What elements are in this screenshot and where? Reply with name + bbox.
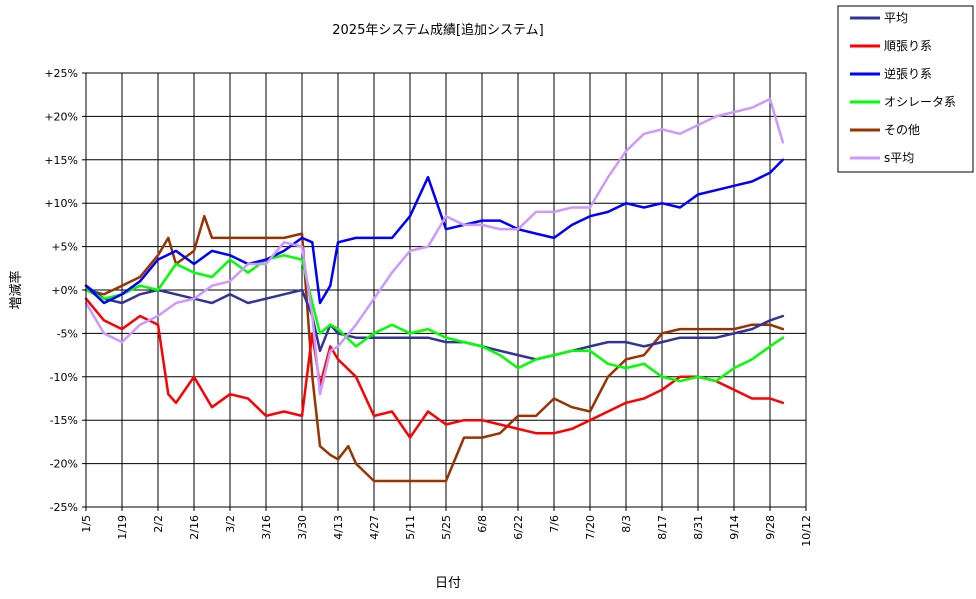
x-axis: 1/5 1/19 2/2 2/16 3/2 3/16 3/30 4/13 4/27 5/11 5/2… [80, 507, 813, 547]
x-tick-label: 1/5 [80, 515, 93, 533]
y-tick-label: +10% [44, 197, 78, 210]
legend-label: 順張り系 [884, 39, 932, 53]
series-line-series-5 [84, 214, 785, 483]
series-line-series-1 [84, 284, 785, 361]
legend-box [837, 5, 974, 173]
y-axis: +25% +20% +15% +10% +5% +0% -5% -10% -15% -20% -25… [44, 67, 86, 514]
legend-label: その他 [884, 123, 920, 137]
x-tick-label: 2/16 [188, 515, 201, 540]
gridlines [85, 72, 807, 508]
x-tick-label: 1/19 [116, 515, 129, 540]
x-axis-label: 日付 [435, 576, 461, 591]
legend-label: s平均 [884, 151, 914, 165]
legend-label: 平均 [884, 11, 908, 25]
x-tick-label: 9/14 [728, 515, 741, 540]
y-tick-label: -25% [50, 501, 78, 514]
y-axis-label: 増減率 [8, 270, 24, 309]
series-line-series-3 [84, 158, 785, 305]
x-tick-label: 9/28 [764, 515, 777, 540]
x-tick-label: 10/12 [800, 515, 813, 547]
y-tick-label: +20% [44, 110, 78, 123]
y-tick-label: +15% [44, 154, 78, 167]
y-tick-label: +5% [51, 241, 78, 254]
plot-area [84, 72, 807, 508]
x-tick-label: 8/31 [692, 515, 705, 540]
y-tick-label: -15% [50, 414, 78, 427]
x-tick-label: 7/6 [548, 515, 561, 533]
x-tick-label: 6/8 [476, 515, 489, 533]
y-tick-label: -20% [50, 458, 78, 471]
x-tick-label: 8/17 [656, 515, 669, 540]
x-tick-label: 6/22 [512, 515, 525, 540]
legend-label: 逆張り系 [884, 66, 932, 81]
y-tick-label: +25% [44, 67, 78, 80]
y-tick-label: -10% [50, 371, 78, 384]
x-tick-label: 3/30 [296, 515, 309, 540]
y-tick-label: -5% [57, 327, 78, 340]
x-tick-label: 3/2 [224, 515, 237, 533]
x-tick-label: 4/27 [368, 515, 381, 540]
series-line-series-4 [84, 254, 785, 383]
chart-title: 2025年システム成績[追加システム] [332, 22, 543, 38]
x-tick-label: 2/2 [152, 515, 165, 533]
series-layer [84, 97, 785, 483]
y-tick-label: +0% [51, 284, 78, 297]
x-tick-label: 3/16 [260, 515, 273, 540]
series-line-series-2 [84, 297, 785, 439]
x-tick-label: 4/13 [332, 515, 345, 540]
x-tick-label: 8/3 [620, 515, 633, 533]
legend-label: オシレータ系 [884, 95, 956, 109]
x-tick-label: 5/25 [440, 515, 453, 540]
x-tick-label: 5/11 [404, 515, 417, 540]
series-line-s [84, 97, 785, 396]
x-tick-label: 7/20 [584, 515, 597, 540]
